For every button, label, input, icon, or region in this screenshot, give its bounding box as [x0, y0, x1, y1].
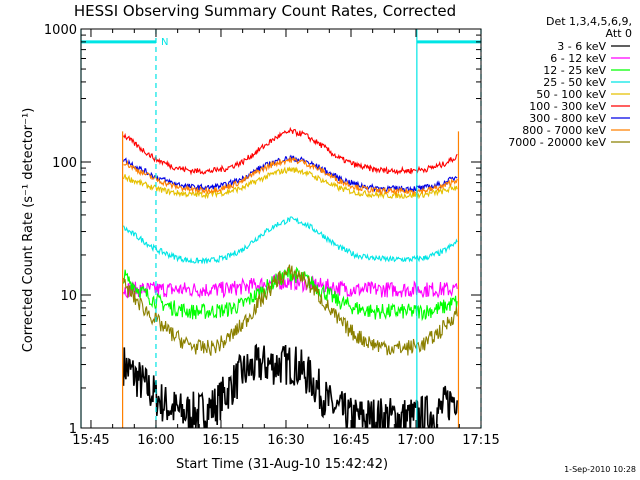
legend-label: 7000 - 20000 keV	[508, 136, 606, 149]
x-tick-label: 16:00	[137, 433, 174, 448]
series-line-4	[123, 216, 458, 265]
y-tick-label: 10	[60, 289, 77, 304]
legend-label: 25 - 50 keV	[543, 76, 606, 89]
x-tick-label: 16:15	[202, 433, 239, 448]
plot-area: N	[80, 28, 482, 429]
legend-label: 800 - 7000 keV	[522, 124, 606, 137]
legend-label: 6 - 12 keV	[550, 52, 606, 65]
chart-title: HESSI Observing Summary Count Rates, Cor…	[74, 2, 456, 20]
x-tick-label: 16:30	[267, 433, 304, 448]
legend-header-line1: Det 1,3,4,5,6,9,	[546, 15, 632, 28]
legend-label: 300 - 800 keV	[529, 112, 606, 125]
y-axis: 1 10 100 1000	[44, 23, 481, 437]
x-axis: 15:45 16:00 16:15 16:30 16:45 17:00 17:15	[72, 29, 500, 448]
series-line-8	[123, 156, 458, 197]
y-tick-label: 100	[52, 156, 77, 171]
legend-label: 50 - 100 keV	[536, 88, 606, 101]
legend-label: 12 - 25 keV	[543, 64, 606, 77]
legend-label: 3 - 6 keV	[557, 40, 606, 53]
series-line-5	[122, 166, 458, 200]
series-line-6	[123, 126, 458, 176]
x-tick-label: 17:00	[397, 433, 434, 448]
series-line-3	[122, 266, 458, 322]
y-tick-label: 1	[69, 422, 77, 437]
x-tick-label: 15:45	[72, 433, 109, 448]
y-axis-label: Corrected Count Rate (s⁻¹ detector⁻¹)	[21, 108, 36, 353]
legend-label: 100 - 300 keV	[529, 100, 606, 113]
series-line-9	[122, 264, 458, 356]
y-tick-label: 1000	[44, 23, 77, 38]
series-line-7	[122, 154, 458, 194]
legend-header-line2: Att 0	[606, 27, 632, 40]
x-axis-label: Start Time (31-Aug-10 15:42:42)	[176, 457, 388, 472]
annotation-label: N	[161, 37, 168, 48]
plot-frame	[80, 28, 482, 429]
timestamp: 1-Sep-2010 10:28	[564, 465, 636, 474]
x-tick-label: 16:45	[332, 433, 369, 448]
x-tick-label: 17:15	[462, 433, 499, 448]
series-line-1	[122, 343, 458, 428]
